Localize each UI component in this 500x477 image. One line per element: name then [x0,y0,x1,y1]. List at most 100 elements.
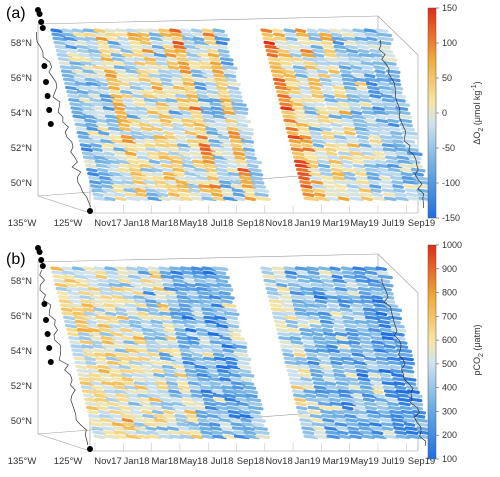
track-segment [182,401,196,407]
track-segment [365,405,377,411]
track-segment [190,348,205,353]
track-segment [299,418,313,423]
track-segment [212,28,225,33]
track-segment [214,163,228,169]
track-segment [336,102,352,107]
track-segment [371,430,384,435]
track-segment [382,192,397,197]
track-segment [327,303,339,308]
frame-line [377,253,419,294]
track-segment [351,352,366,358]
track-segment [89,418,102,423]
track-segment [346,48,359,54]
track-segment [149,118,164,124]
track-segment [65,282,78,288]
track-segment [351,159,366,165]
panel-a-tracks [50,28,432,202]
track-segment [169,114,183,120]
track-segment [113,344,129,349]
track-segment [264,44,280,50]
track-segment [327,348,341,353]
track-segment [124,344,138,349]
track-segment [226,364,241,370]
track-segment [106,401,120,407]
track-segment [228,373,242,378]
track-segment [159,73,173,79]
track-segment [63,274,76,280]
track-segment [317,352,329,358]
track-segment [146,389,161,394]
track-segment [177,61,190,66]
track-segment [376,122,390,128]
track-segment [322,44,338,50]
track-segment [65,44,78,50]
track-segment [358,143,372,148]
track-segment [293,155,308,161]
track-segment [79,336,93,341]
track-segment [287,282,304,288]
track-segment [310,418,325,423]
track-segment [84,36,99,42]
track-segment [238,409,251,415]
track-segment [360,61,375,66]
track-segment [222,348,235,353]
track-segment [382,340,397,345]
track-segment [342,315,355,321]
track-segment [357,286,372,292]
track-segment [182,81,196,87]
track-segment [267,57,281,62]
track-segment [366,319,379,325]
track-segment [361,196,373,202]
track-segment [382,430,396,435]
track-segment [128,122,144,128]
track-segment [110,332,124,337]
track-segment [155,143,169,148]
track-crossing [329,266,387,440]
track-segment [332,323,345,329]
track-segment [121,93,133,99]
track-segment [375,356,389,362]
track-segment [97,282,113,288]
track-segment [310,180,324,185]
track-segment [298,40,311,46]
track-segment [207,414,221,419]
track-segment [214,274,230,280]
track-segment [332,40,345,46]
track-segment [348,295,364,300]
track-segment [127,77,142,83]
track-segment [175,418,190,423]
track-segment [311,332,324,337]
track-segment [195,409,208,415]
track-segment [197,336,213,341]
track-segment [165,377,178,382]
time-tick-label: Jan19 [295,456,321,467]
track-segment [352,163,366,169]
track-segment [68,57,82,62]
track-segment [373,348,389,353]
track-segment [300,93,313,99]
track-segment [385,307,402,312]
track-segment [405,192,418,197]
track-segment [210,147,224,152]
track-segment [114,389,128,394]
track-segment [110,93,123,99]
track-segment [236,122,249,128]
track-segment [284,315,299,321]
track-segment [117,122,130,128]
colorbar-tick-label: 800 [442,288,457,298]
track-segment [183,405,197,411]
track-segment [152,171,164,177]
track-segment [185,48,201,54]
track-segment [212,307,227,312]
track-segment [157,430,172,435]
track-segment [83,114,98,120]
track-segment [308,319,325,325]
track-segment [328,397,341,403]
track-segment [224,356,239,362]
track-segment [108,282,123,288]
track-segment [418,434,430,440]
track-segment [363,114,375,120]
track-segment [342,122,357,128]
track-segment [311,377,325,382]
track-segment [147,196,162,202]
